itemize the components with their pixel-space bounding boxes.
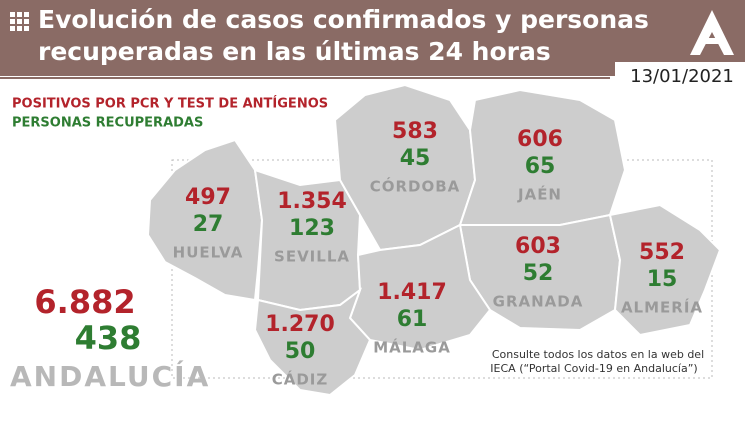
recovered: 27 [193,212,224,237]
province-name: CÁDIZ [272,370,329,389]
recovered: 123 [289,216,335,241]
province-name: GRANADA [493,293,584,311]
recovered: 65 [525,154,556,179]
total-recovered: 438 [75,319,142,357]
recovered: 15 [647,267,678,292]
province-name: JAÉN [517,185,562,204]
positives: 552 [639,240,685,265]
positives: 1.270 [265,312,335,337]
province-shape [253,287,372,397]
note: IECA (“Portal Covid-19 en Andalucía”) [490,362,697,375]
note: Consulte todos los datos en la web del [492,348,704,361]
logo [690,10,734,55]
province-name: HUELVA [173,244,244,262]
province-name: CÓRDOBA [370,177,461,196]
positives: 1.354 [277,189,347,214]
recovered: 61 [397,307,428,332]
positives: 1.417 [377,280,447,305]
province-name: SEVILLA [274,248,350,266]
map [146,83,722,397]
province-shape [146,138,264,302]
positives: 497 [185,185,231,210]
menu-icon [10,12,29,31]
province-shape [608,203,722,337]
region-name: ANDALUCÍA [10,359,210,393]
positives: 603 [515,234,561,259]
title: Evolución de casos confirmados y persona… [38,5,649,34]
positives: 606 [517,127,563,152]
province-name: ALMERÍA [621,298,703,317]
title: recuperadas en las últimas 24 horas [38,37,551,66]
province-shape [458,88,627,226]
date: 13/01/2021 [630,66,734,87]
recovered: 50 [285,339,316,364]
recovered: 45 [400,146,431,171]
province-name: MÁLAGA [373,338,451,357]
legend-recovered: PERSONAS RECUPERADAS [12,116,203,131]
legend-positives: POSITIVOS POR PCR Y TEST DE ANTÍGENOS [12,96,328,112]
positives: 583 [392,119,438,144]
date-box [615,62,745,92]
recovered: 52 [523,261,554,286]
total-positives: 6.882 [34,283,135,321]
